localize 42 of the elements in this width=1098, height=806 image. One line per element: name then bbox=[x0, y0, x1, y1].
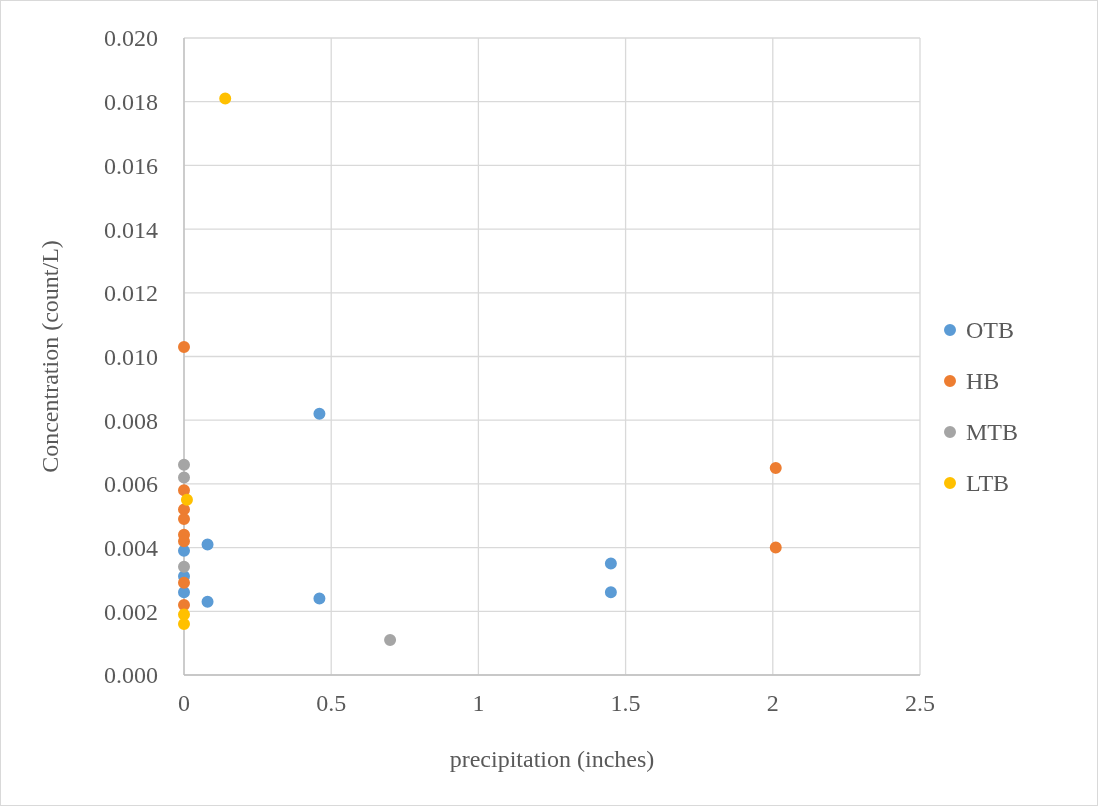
legend-label: HB bbox=[966, 368, 1000, 395]
x-tick-label: 1 bbox=[472, 690, 485, 716]
point bbox=[219, 92, 232, 105]
legend-label: MTB bbox=[966, 419, 1019, 446]
point bbox=[313, 407, 326, 420]
y-axis-title: Concentration (count/L) bbox=[37, 240, 63, 473]
x-tick-label: 1.5 bbox=[610, 690, 641, 716]
point bbox=[180, 493, 193, 506]
point bbox=[201, 595, 214, 608]
legend-label: OTB bbox=[966, 317, 1014, 344]
y-tick-label: 0.016 bbox=[104, 152, 158, 179]
y-tick-label: 0.004 bbox=[104, 535, 158, 561]
y-tick-label: 0.002 bbox=[104, 598, 158, 625]
point bbox=[178, 576, 190, 589]
point bbox=[769, 541, 782, 554]
point bbox=[178, 484, 190, 497]
x-axis-title: precipitation (inches) bbox=[449, 746, 655, 772]
y-tick-label: 0.008 bbox=[104, 407, 158, 434]
y-tick-label: 0.018 bbox=[104, 89, 158, 116]
x-tick-label: 0 bbox=[178, 690, 190, 716]
point bbox=[178, 598, 190, 611]
point bbox=[178, 618, 190, 631]
y-tick-label: 0.014 bbox=[104, 216, 158, 243]
point bbox=[604, 557, 617, 570]
legend-label: LTB bbox=[966, 470, 1010, 497]
y-tick-label: 0.000 bbox=[104, 662, 158, 689]
y-tick-label: 0.010 bbox=[104, 343, 158, 370]
point bbox=[178, 458, 190, 471]
y-tick-label: 0.020 bbox=[104, 25, 158, 52]
y-tick-label: 0.012 bbox=[104, 280, 158, 307]
point bbox=[201, 538, 214, 551]
point bbox=[178, 560, 190, 573]
point bbox=[178, 340, 190, 353]
point bbox=[178, 471, 190, 484]
point bbox=[604, 586, 617, 599]
y-tick-label: 0.006 bbox=[104, 471, 158, 498]
x-tick-label: 0.5 bbox=[316, 690, 347, 716]
x-tick-label: 2.5 bbox=[905, 690, 935, 716]
point bbox=[313, 592, 326, 605]
x-tick-label: 2 bbox=[766, 690, 779, 716]
point bbox=[384, 633, 397, 646]
point bbox=[769, 461, 782, 474]
